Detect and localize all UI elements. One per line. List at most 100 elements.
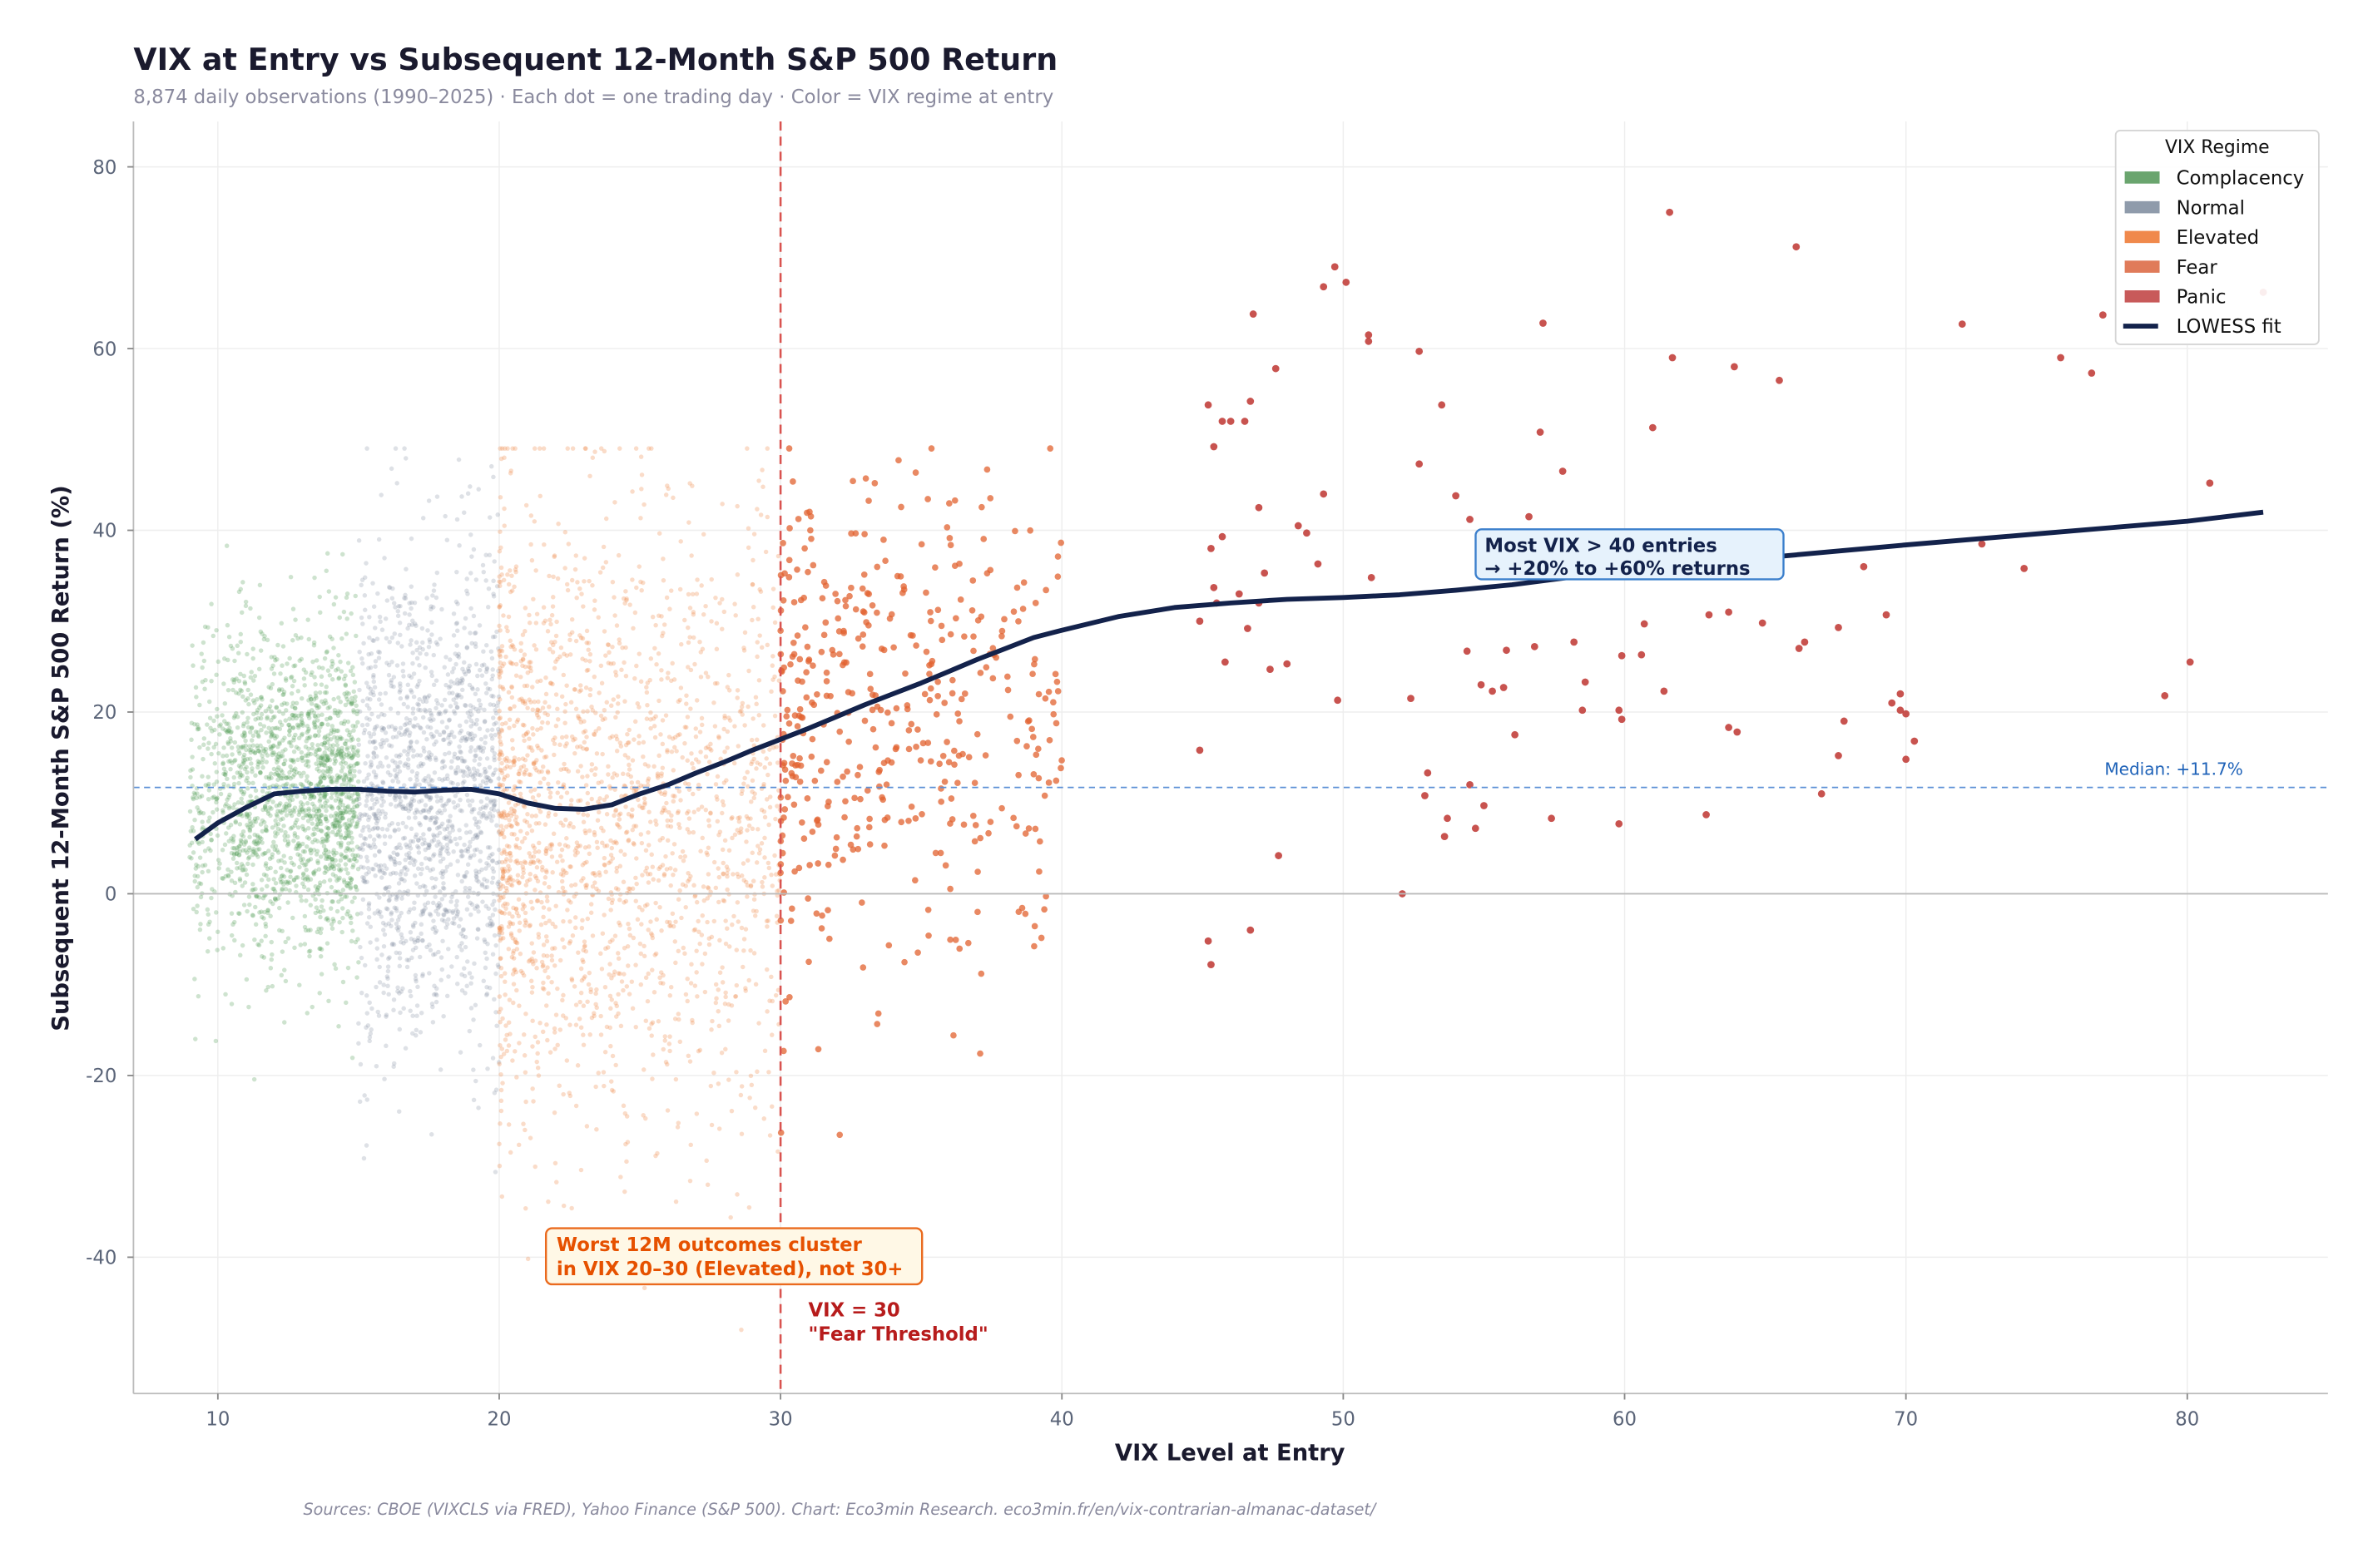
scatter-point-elevated xyxy=(517,1003,522,1008)
scatter-point-complacency xyxy=(303,744,309,749)
scatter-point-elevated xyxy=(529,814,535,819)
scatter-point-complacency xyxy=(262,909,267,915)
scatter-point-complacency xyxy=(324,819,329,824)
scatter-point-complacency xyxy=(305,759,311,764)
scatter-point-elevated xyxy=(508,877,513,882)
scatter-point-normal xyxy=(374,937,379,942)
scatter-point-complacency xyxy=(261,872,267,878)
scatter-point-complacency xyxy=(342,879,347,885)
scatter-point-elevated xyxy=(525,1256,531,1262)
scatter-point-normal xyxy=(358,854,364,859)
scatter-point-complacency xyxy=(214,779,220,784)
scatter-point-elevated xyxy=(630,577,635,582)
scatter-point-elevated xyxy=(583,658,588,663)
scatter-point-complacency xyxy=(300,875,306,881)
scatter-point-normal xyxy=(409,993,414,999)
scatter-point-elevated xyxy=(532,519,538,524)
scatter-point-normal xyxy=(484,665,490,670)
scatter-point-complacency xyxy=(270,715,276,720)
scatter-point-complacency xyxy=(313,749,319,754)
scatter-point-normal xyxy=(389,596,395,601)
scatter-point-normal xyxy=(445,819,451,824)
scatter-point-elevated xyxy=(676,897,681,902)
scatter-point-elevated xyxy=(556,779,561,785)
scatter-point-normal xyxy=(488,799,493,805)
scatter-point-elevated xyxy=(572,882,578,888)
scatter-point-normal xyxy=(364,561,369,566)
scatter-point-elevated xyxy=(578,1025,584,1030)
scatter-point-normal xyxy=(364,722,370,727)
scatter-point-elevated xyxy=(637,740,642,746)
scatter-point-elevated xyxy=(575,769,581,774)
scatter-point-elevated xyxy=(675,1125,681,1130)
scatter-point-elevated xyxy=(541,914,546,920)
scatter-point-complacency xyxy=(265,883,270,889)
scatter-point-complacency xyxy=(333,832,339,838)
scatter-point-complacency xyxy=(292,805,298,810)
scatter-point-normal xyxy=(415,935,421,941)
scatter-point-normal xyxy=(369,793,374,798)
scatter-point-normal xyxy=(399,939,404,945)
scatter-point-elevated xyxy=(543,848,549,854)
scatter-point-complacency xyxy=(270,732,275,737)
scatter-point-elevated xyxy=(753,982,759,987)
scatter-point-complacency xyxy=(231,833,236,838)
scatter-point-complacency xyxy=(272,897,278,902)
scatter-point-complacency xyxy=(281,773,286,779)
scatter-point-complacency xyxy=(277,927,282,933)
scatter-point-complacency xyxy=(195,722,200,727)
scatter-point-complacency xyxy=(191,850,196,855)
scatter-point-normal xyxy=(361,641,366,646)
scatter-point-elevated xyxy=(551,574,556,580)
scatter-point-normal xyxy=(491,715,496,720)
scatter-point-complacency xyxy=(247,848,252,853)
scatter-point-normal xyxy=(420,646,425,652)
scatter-point-complacency xyxy=(324,739,330,745)
scatter-point-elevated xyxy=(562,945,567,950)
scatter-point-normal xyxy=(468,484,473,489)
scatter-point-complacency xyxy=(263,924,269,929)
scatter-point-complacency xyxy=(231,846,237,851)
scatter-point-elevated xyxy=(642,1067,647,1072)
scatter-point-normal xyxy=(364,993,369,998)
scatter-point-complacency xyxy=(263,828,269,833)
scatter-point-normal xyxy=(483,992,489,997)
scatter-point-complacency xyxy=(225,739,230,745)
scatter-point-complacency xyxy=(305,724,310,729)
scatter-point-normal xyxy=(448,899,453,904)
scatter-point-normal xyxy=(439,703,444,708)
scatter-point-elevated xyxy=(755,654,760,660)
scatter-point-complacency xyxy=(292,945,297,951)
scatter-point-complacency xyxy=(266,685,271,690)
scatter-point-elevated xyxy=(585,790,591,796)
scatter-point-elevated xyxy=(674,749,679,754)
scatter-point-elevated xyxy=(523,502,529,508)
scatter-point-complacency xyxy=(350,754,355,759)
scatter-point-complacency xyxy=(315,747,320,753)
scatter-point-elevated xyxy=(651,764,656,769)
scatter-point-complacency xyxy=(254,710,260,715)
scatter-point-elevated xyxy=(499,851,504,856)
scatter-point-elevated xyxy=(749,761,754,767)
scatter-point-complacency xyxy=(265,908,270,913)
scatter-point-complacency xyxy=(228,759,233,764)
scatter-point-elevated xyxy=(546,975,551,980)
scatter-point-elevated xyxy=(499,768,504,774)
scatter-point-elevated xyxy=(693,734,699,739)
scatter-point-elevated xyxy=(497,548,503,554)
scatter-point-elevated xyxy=(714,621,720,626)
scatter-point-normal xyxy=(444,725,449,730)
scatter-point-complacency xyxy=(325,918,331,923)
scatter-point-complacency xyxy=(224,801,229,807)
scatter-point-complacency xyxy=(290,712,295,718)
scatter-point-complacency xyxy=(225,873,231,878)
scatter-point-complacency xyxy=(216,659,221,665)
scatter-point-complacency xyxy=(260,760,265,765)
scatter-point-complacency xyxy=(260,789,265,794)
scatter-point-normal xyxy=(482,877,487,882)
scatter-point-complacency xyxy=(267,704,273,709)
scatter-point-complacency xyxy=(296,841,301,846)
scatter-point-complacency xyxy=(190,824,195,830)
scatter-point-elevated xyxy=(735,900,741,905)
scatter-point-complacency xyxy=(307,814,313,819)
